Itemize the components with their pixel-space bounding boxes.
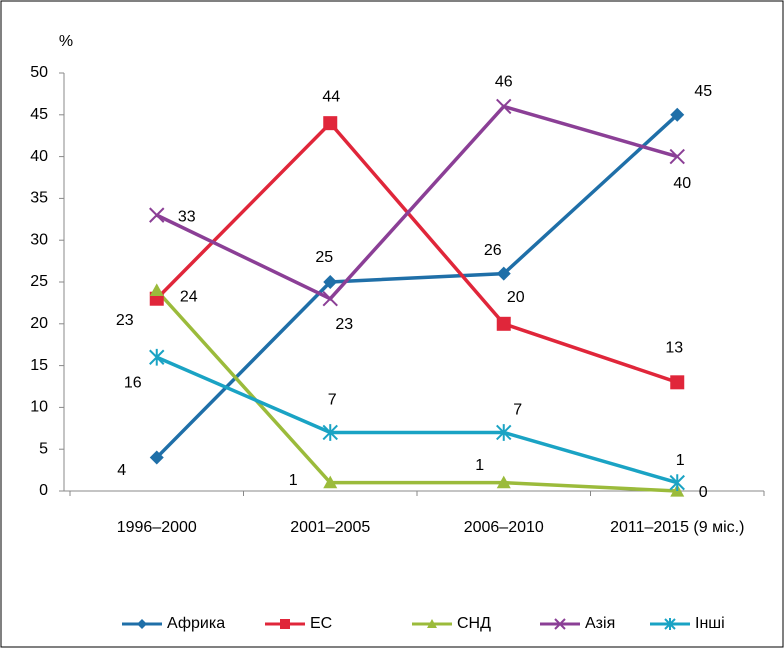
legend-label: ЕС	[310, 615, 332, 632]
marker	[554, 618, 566, 630]
y-tick-label: 25	[30, 273, 48, 290]
marker	[496, 424, 512, 441]
y-tick-label: 10	[30, 399, 48, 416]
marker	[323, 475, 338, 489]
legend-label: Азія	[585, 615, 615, 632]
data-label: 0	[699, 484, 708, 501]
y-tick-label: 15	[30, 357, 48, 374]
y-tick-label: 50	[30, 64, 48, 81]
data-label: 7	[513, 402, 522, 419]
series-line	[156, 355, 678, 485]
data-label: 44	[322, 88, 340, 105]
marker	[669, 148, 685, 165]
y-tick-label: 35	[30, 190, 48, 207]
legend-label: Інші	[695, 615, 725, 632]
data-label: 1	[289, 472, 298, 489]
data-label: 23	[335, 316, 353, 333]
data-label: 26	[484, 242, 502, 259]
y-tick-label: 45	[30, 106, 48, 123]
data-label: 16	[124, 374, 142, 391]
legend-label: СНД	[457, 615, 491, 632]
data-label: 24	[180, 289, 198, 306]
x-tick-label: 1996–2000	[117, 519, 197, 536]
marker	[670, 107, 685, 122]
data-label: 33	[178, 208, 196, 225]
y-tick-label: 20	[30, 315, 48, 332]
data-label: 23	[116, 312, 134, 329]
marker	[322, 424, 338, 441]
marker	[427, 619, 437, 628]
marker	[323, 275, 338, 289]
series-line	[155, 113, 679, 459]
data-label: 25	[315, 249, 333, 266]
data-label: 46	[495, 74, 513, 91]
marker	[137, 619, 147, 629]
marker	[149, 283, 164, 296]
x-tick-label: 2006–2010	[464, 519, 544, 536]
series-line	[155, 104, 678, 301]
data-label: 40	[673, 175, 691, 192]
x-tick-label: 2001–2005	[290, 519, 370, 536]
marker	[496, 316, 511, 331]
marker	[280, 619, 290, 629]
marker	[496, 98, 512, 115]
marker	[669, 474, 685, 492]
marker	[149, 207, 165, 223]
marker	[323, 116, 338, 131]
data-label: 45	[694, 83, 712, 100]
y-tick-label: 5	[39, 440, 48, 457]
y-tick-label: 40	[30, 148, 48, 165]
marker	[149, 348, 165, 366]
y-axis-label: %	[59, 33, 73, 50]
series-line	[155, 120, 678, 384]
data-label: 20	[507, 289, 525, 306]
y-tick-label: 30	[30, 231, 48, 248]
marker	[496, 475, 511, 489]
y-tick-label: 0	[39, 482, 48, 499]
x-tick-label: 2011–2015 (9 міс.)	[610, 519, 744, 536]
data-label: 4	[117, 462, 126, 479]
data-label: 13	[665, 340, 683, 357]
marker	[149, 450, 164, 465]
legend-label: Африка	[167, 615, 225, 632]
data-label: 7	[328, 392, 337, 409]
marker	[670, 375, 685, 390]
marker	[322, 291, 338, 307]
marker	[664, 618, 676, 630]
data-label: 1	[676, 452, 685, 469]
data-label: 1	[475, 457, 484, 474]
marker	[496, 266, 511, 281]
series-line	[155, 289, 678, 493]
